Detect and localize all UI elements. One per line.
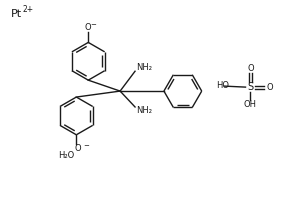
Text: H₂O: H₂O (58, 151, 75, 160)
Text: O: O (74, 144, 81, 153)
Text: O: O (266, 83, 273, 92)
Text: Pt: Pt (11, 9, 22, 19)
Text: NH₂: NH₂ (136, 63, 152, 72)
Text: NH₂: NH₂ (136, 106, 152, 115)
Text: O: O (247, 64, 254, 73)
Text: 2+: 2+ (23, 5, 34, 14)
Text: S: S (247, 82, 253, 92)
Text: −: − (90, 22, 96, 28)
Text: O: O (84, 23, 91, 32)
Text: −: − (83, 143, 89, 149)
Text: HO: HO (216, 81, 229, 90)
Text: OH: OH (244, 101, 257, 110)
